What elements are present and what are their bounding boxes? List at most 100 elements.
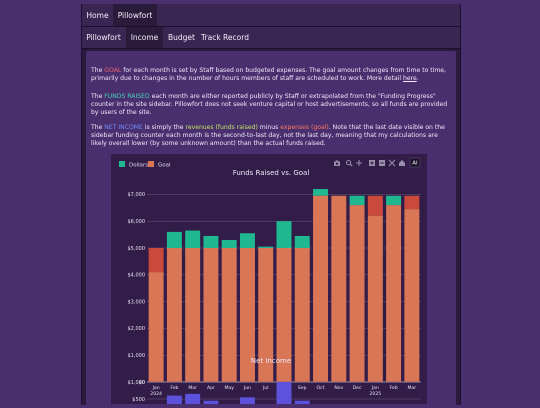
autoscale-icon[interactable]	[388, 159, 396, 167]
chart1-bar-top	[313, 189, 329, 196]
legend-label-goal: Goal	[158, 163, 171, 169]
chart1-y-tick-label: $4,000	[128, 273, 146, 279]
chart1-x-tick-label: May	[224, 385, 234, 391]
chart2-bar	[185, 393, 201, 408]
chart1-x-tick-label: Feb	[390, 385, 398, 391]
chart2-bar	[239, 397, 255, 408]
top-nav: Home Pillowfort	[82, 4, 460, 27]
chart2-bars	[166, 382, 402, 408]
chart1-bar-goal	[203, 248, 219, 382]
chart1-bar-top	[221, 239, 237, 248]
zoom-in-icon[interactable]	[369, 160, 375, 166]
chart1-bar-goal	[386, 205, 402, 382]
chart1-bar-goal	[367, 215, 383, 382]
goal-term: GOAL	[104, 67, 122, 74]
ai-label: AI	[412, 161, 418, 167]
zoom-icon[interactable]	[346, 160, 353, 167]
chart2-bar	[166, 395, 182, 408]
chart1-bar-top	[386, 195, 402, 206]
chart1-x-tick-label: Mar	[408, 385, 417, 391]
chart1-y-tick-label: $0	[139, 380, 145, 386]
chart1-bars	[148, 189, 420, 382]
chart1-x-tick-label: Jan	[371, 385, 379, 391]
chart1-bar-top	[148, 248, 164, 273]
chart1-y-tick-label: $3,000	[128, 299, 146, 305]
chart1-x-tick-label: Nov	[334, 385, 343, 391]
net-paragraph: The NET INCOME is simply the revenues (f…	[91, 124, 445, 148]
chart1-bar-top	[258, 246, 274, 248]
chart1-y-tick-label: $1,000	[128, 353, 146, 359]
revenues-term: revenues (funds raised)	[185, 124, 258, 131]
sub-nav: Pillowfort Income Budget Track Record	[82, 27, 460, 49]
chart1-bar-goal	[331, 195, 347, 382]
funds-raised-term: FUNDS RAISED	[104, 93, 150, 100]
legend-swatch-goal	[148, 161, 154, 167]
chart1-x-tick-label: Sep	[298, 385, 307, 391]
chart-panel: AI Dollars Goal Funds Raised vs. Goal $0…	[111, 154, 427, 408]
chart2-bar	[276, 382, 292, 408]
chart1-x-tick-label: Feb	[170, 385, 178, 391]
legend-label-dollars: Dollars	[129, 163, 148, 169]
chart1-x-tick-label: Jun	[243, 385, 251, 391]
chart1-y-tick-label: $7,000	[128, 192, 146, 198]
chart1-bar-top	[166, 231, 182, 248]
chart2-bar	[294, 400, 310, 408]
chart1-x-tick-label: Oct	[317, 385, 325, 391]
chart1-bar-top	[294, 235, 310, 248]
more-detail-link[interactable]: here	[403, 75, 417, 83]
chart1-bar-top	[203, 235, 219, 248]
chart1-bar-goal	[239, 248, 255, 382]
chart1-bar-goal	[313, 195, 329, 382]
chart1-y-ticks: $0$1,000$2,000$3,000$4,000$5,000$6,000$7…	[128, 192, 146, 386]
subnav-track-record[interactable]: Track Record	[201, 33, 249, 42]
goal-paragraph: The GOAL for each month is set by Staff …	[91, 67, 446, 83]
legend-swatch-dollars	[119, 161, 125, 167]
nav-pillowfort[interactable]: Pillowfort	[113, 4, 157, 26]
ai-button[interactable]: AI	[409, 157, 421, 168]
pan-icon[interactable]	[356, 160, 362, 166]
raised-paragraph: The FUNDS RAISED each month are either r…	[91, 93, 448, 117]
subnav-pillowfort[interactable]: Pillowfort	[86, 33, 121, 42]
chart2-y-tick-label: $1,000	[128, 380, 146, 386]
chart-svg: AI Dollars Goal Funds Raised vs. Goal $0…	[119, 157, 421, 408]
chart1-y-tick-label: $6,000	[128, 219, 146, 225]
nav-home[interactable]: Home	[86, 10, 109, 20]
chart1-x-tick-label: Apr	[207, 385, 215, 391]
chart1-bar-goal	[258, 248, 274, 382]
chart1-y-tick-label: $5,000	[128, 246, 146, 252]
chart1-bar-goal	[276, 248, 292, 382]
chart1-x-tick-label: Jan	[152, 385, 160, 391]
chart1-bar-top	[239, 233, 255, 248]
chart2-y-tick-label: $500	[132, 397, 145, 403]
subnav-income[interactable]: Income	[126, 27, 163, 48]
expenses-term: expenses (goal)	[280, 124, 329, 131]
zoom-out-icon[interactable]	[379, 160, 385, 166]
chart1-bar-goal	[349, 205, 365, 382]
camera-icon[interactable]	[334, 160, 340, 167]
chart1-bar-top	[276, 221, 292, 248]
chart1-bar-top	[367, 195, 383, 216]
chart-toolbar: AI	[334, 157, 421, 168]
chart1-bar-goal	[148, 272, 164, 382]
chart1-title: Funds Raised vs. Goal	[233, 169, 310, 177]
chart1-bar-top	[404, 195, 420, 210]
chart1-x-tick-label: 2024	[150, 391, 162, 397]
legend: Dollars Goal	[119, 161, 171, 169]
chart1-y-tick-label: $2,000	[128, 326, 146, 332]
chart2-title: Net Income	[251, 357, 291, 365]
chart1-bar-goal	[404, 209, 420, 382]
chart1-x-tick-label: Jul	[262, 385, 269, 391]
chart1-x-tick-label: 2025	[369, 391, 381, 397]
chart1-x-tick-label: Mar	[188, 385, 197, 391]
chart1-bar-goal	[185, 248, 201, 382]
site-frame: Home Pillowfort Pillowfort Income Budget…	[81, 4, 461, 408]
chart2-y-ticks: $1,000 $500	[128, 380, 146, 403]
subnav-budget[interactable]: Budget	[168, 33, 195, 42]
chart1-bar-top	[185, 230, 201, 248]
chart1-bar-goal	[221, 248, 237, 382]
chart1-x-tick-label: Dec	[353, 385, 362, 391]
chart1-bar-goal	[166, 248, 182, 382]
home-icon[interactable]	[399, 160, 405, 166]
main-content: The GOAL for each month is set by Staff …	[86, 51, 456, 408]
chart2-bar	[203, 400, 219, 408]
